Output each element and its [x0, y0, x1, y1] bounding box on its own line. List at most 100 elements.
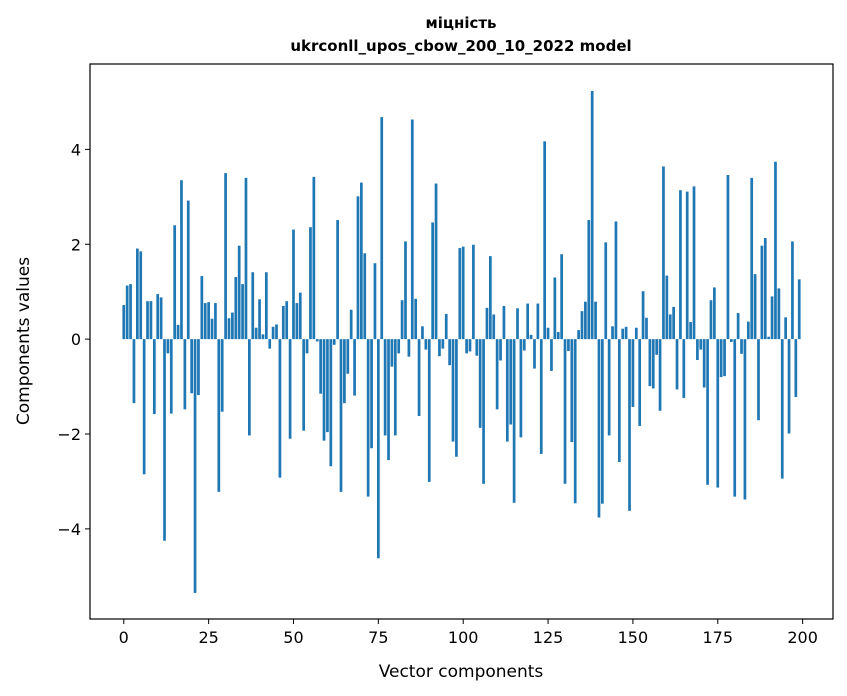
bar: [658, 339, 662, 411]
bar: [587, 220, 591, 340]
bar: [611, 326, 614, 340]
bar: [726, 175, 730, 340]
bar: [200, 276, 204, 340]
bar: [706, 339, 709, 485]
bar: [210, 318, 214, 340]
bar: [709, 300, 713, 340]
bar: [685, 191, 689, 340]
bar: [343, 339, 346, 404]
bar: [231, 312, 234, 340]
bar: [584, 301, 587, 340]
bar-series: [122, 91, 801, 593]
bar: [356, 196, 360, 340]
bar: [665, 275, 669, 340]
bar: [163, 339, 166, 541]
x-tick-label: 200: [787, 628, 818, 647]
bar: [797, 279, 801, 340]
bar: [787, 339, 791, 434]
bar: [149, 301, 153, 340]
bar: [716, 339, 720, 488]
bar: [302, 339, 306, 431]
bar: [516, 308, 519, 340]
bar: [767, 336, 771, 340]
bar: [702, 339, 706, 388]
bar: [248, 339, 251, 436]
bar: [376, 339, 380, 559]
bar: [322, 339, 326, 441]
y-tick-label: 0: [71, 330, 81, 349]
bar: [186, 200, 190, 340]
bar: [261, 334, 265, 340]
bar: [505, 339, 509, 442]
bar: [390, 339, 394, 367]
bar: [339, 339, 343, 492]
bar: [522, 339, 526, 351]
bar: [298, 292, 302, 340]
bar: [434, 183, 438, 340]
bar: [550, 339, 553, 371]
bar: [614, 221, 618, 340]
bar: [713, 287, 716, 340]
bar: [567, 339, 570, 351]
bar: [679, 190, 682, 340]
bar: [431, 222, 435, 340]
bar: [594, 301, 597, 340]
bar: [577, 330, 580, 340]
bar: [519, 339, 523, 438]
bar: [448, 339, 451, 366]
bar: [203, 303, 207, 340]
bar: [193, 339, 197, 593]
bar: [393, 339, 397, 436]
bar: [556, 332, 560, 340]
bar: [237, 245, 241, 340]
bar: [207, 302, 210, 340]
bar: [699, 339, 703, 350]
bar: [152, 339, 156, 415]
bar: [546, 327, 550, 340]
bar: [258, 299, 261, 340]
bar: [621, 328, 625, 340]
bar: [736, 313, 740, 340]
x-tick-label: 175: [702, 628, 733, 647]
bar: [777, 288, 781, 340]
bar: [488, 256, 492, 340]
bar: [129, 284, 132, 340]
bar: [682, 339, 686, 398]
bar: [288, 339, 292, 439]
bar: [692, 186, 696, 340]
bar: [309, 227, 312, 340]
bar: [180, 180, 183, 340]
bar: [421, 326, 424, 340]
bar: [746, 321, 750, 340]
bar: [353, 339, 356, 396]
bar: [305, 339, 309, 354]
bar: [380, 117, 384, 340]
plot-frame: [89, 63, 834, 620]
x-tick-label: 25: [198, 628, 218, 647]
bar: [441, 339, 445, 349]
bar: [672, 306, 675, 340]
bar: [346, 339, 350, 374]
bar: [638, 339, 642, 426]
bar: [645, 317, 648, 340]
x-tick-label: 75: [368, 628, 388, 647]
bar: [122, 304, 126, 340]
x-tick-label: 150: [618, 628, 649, 647]
bar: [482, 339, 485, 484]
bar: [662, 166, 665, 340]
bar: [472, 244, 475, 340]
bar: [135, 248, 139, 340]
bar: [560, 254, 563, 340]
bar: [607, 339, 611, 436]
bar: [197, 339, 200, 396]
bar: [536, 303, 540, 340]
bar: [125, 285, 129, 340]
bar: [451, 339, 455, 442]
bar: [628, 339, 631, 511]
bar: [319, 339, 322, 394]
bar: [224, 173, 227, 340]
bar: [444, 313, 448, 340]
bar: [190, 339, 194, 394]
bar: [757, 339, 760, 421]
bar: [631, 339, 635, 407]
